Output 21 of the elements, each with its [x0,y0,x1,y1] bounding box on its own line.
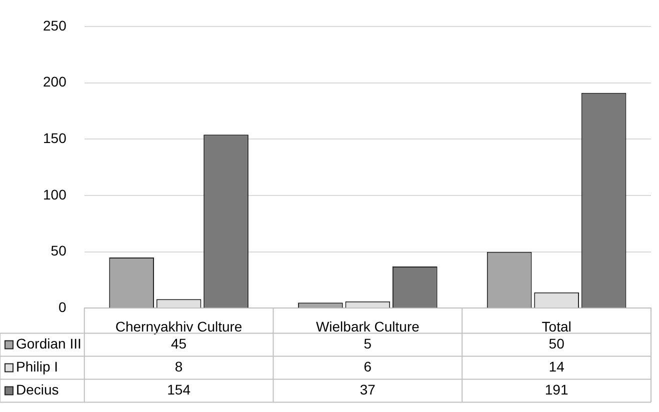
legend-label: Gordian III [16,336,82,352]
y-tick-label: 250 [43,17,67,34]
data-label: 37 [360,382,376,398]
data-label: 50 [548,336,565,352]
legend-label: Decius [16,382,59,398]
data-label: 8 [174,358,183,375]
y-tick-label: 150 [43,130,67,146]
y-tick-label: 50 [50,242,67,259]
x-tick-label: Wielbark Culture [316,318,420,334]
data-label: 6 [364,358,372,375]
data-label: 5 [364,336,372,352]
legend-label: Philip I [16,358,58,375]
x-tick-label: Total [542,318,572,334]
y-tick-label: 100 [43,186,67,202]
data-label: 154 [167,382,191,398]
data-label: 14 [548,358,565,375]
data-label: 45 [171,336,187,352]
y-tick-label: 0 [58,299,67,316]
x-tick-label: Chernyakhiv Culture [115,318,242,334]
y-tick-label: 200 [43,74,67,90]
data-label: 191 [544,382,568,398]
